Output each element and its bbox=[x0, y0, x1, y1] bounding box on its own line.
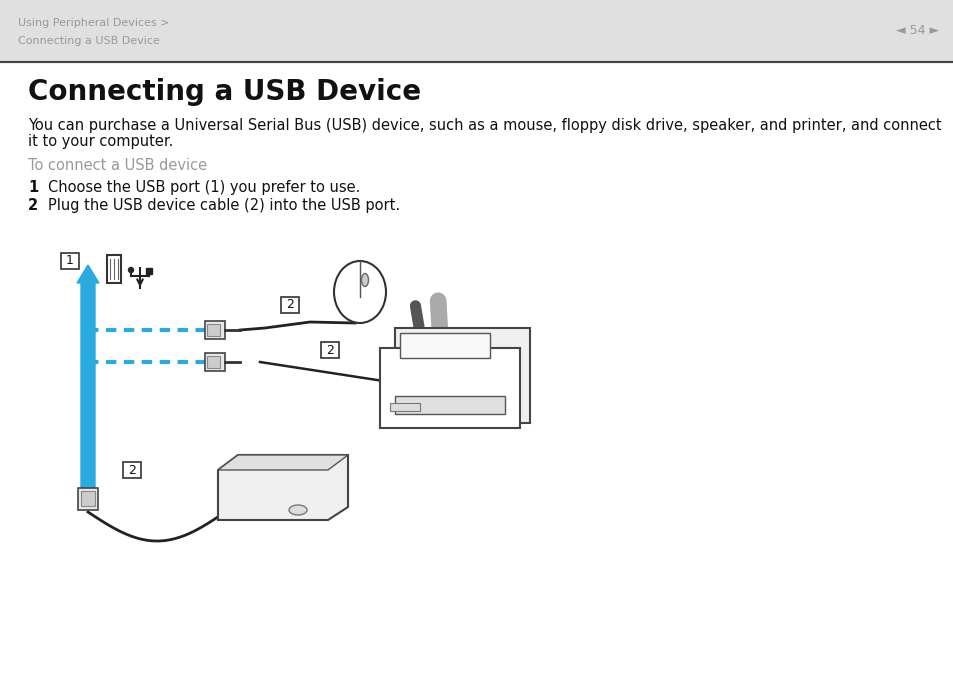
FancyArrowPatch shape bbox=[437, 301, 439, 330]
Text: ◄ 54 ►: ◄ 54 ► bbox=[895, 24, 938, 38]
Text: 2: 2 bbox=[28, 198, 38, 213]
Bar bbox=[61, 253, 79, 269]
Text: 1: 1 bbox=[28, 180, 38, 195]
Text: 2: 2 bbox=[286, 299, 294, 311]
Bar bbox=[320, 342, 338, 358]
Bar bbox=[0, 0, 953, 62]
Text: To connect a USB device: To connect a USB device bbox=[28, 158, 207, 173]
Text: You can purchase a Universal Serial Bus (USB) device, such as a mouse, floppy di: You can purchase a Universal Serial Bus … bbox=[28, 118, 941, 133]
Ellipse shape bbox=[129, 268, 133, 272]
Text: Connecting a USB Device: Connecting a USB Device bbox=[28, 78, 420, 106]
Bar bbox=[390, 403, 419, 411]
Text: Using Peripheral Devices >: Using Peripheral Devices > bbox=[18, 18, 170, 28]
Text: 1: 1 bbox=[66, 255, 74, 268]
Polygon shape bbox=[218, 455, 348, 520]
Bar bbox=[123, 462, 141, 478]
Bar bbox=[107, 255, 121, 283]
Ellipse shape bbox=[289, 505, 307, 515]
FancyArrowPatch shape bbox=[415, 306, 419, 330]
Text: Plug the USB device cable (2) into the USB port.: Plug the USB device cable (2) into the U… bbox=[48, 198, 399, 213]
Polygon shape bbox=[218, 455, 348, 470]
Bar bbox=[207, 356, 220, 368]
Bar bbox=[379, 348, 519, 428]
Ellipse shape bbox=[361, 274, 368, 286]
Bar bbox=[395, 396, 504, 414]
Text: Choose the USB port (1) you prefer to use.: Choose the USB port (1) you prefer to us… bbox=[48, 180, 360, 195]
Text: 2: 2 bbox=[326, 344, 334, 357]
Text: Connecting a USB Device: Connecting a USB Device bbox=[18, 36, 160, 46]
Bar bbox=[146, 268, 152, 274]
Bar bbox=[399, 333, 490, 358]
Bar bbox=[78, 488, 98, 510]
Bar bbox=[205, 321, 225, 339]
Bar bbox=[205, 353, 225, 371]
Bar bbox=[207, 324, 220, 336]
Bar bbox=[395, 328, 530, 423]
Text: it to your computer.: it to your computer. bbox=[28, 134, 173, 149]
Ellipse shape bbox=[334, 261, 386, 323]
Bar bbox=[281, 297, 298, 313]
Text: 2: 2 bbox=[128, 464, 135, 477]
Bar bbox=[81, 491, 95, 506]
FancyArrow shape bbox=[77, 265, 99, 490]
